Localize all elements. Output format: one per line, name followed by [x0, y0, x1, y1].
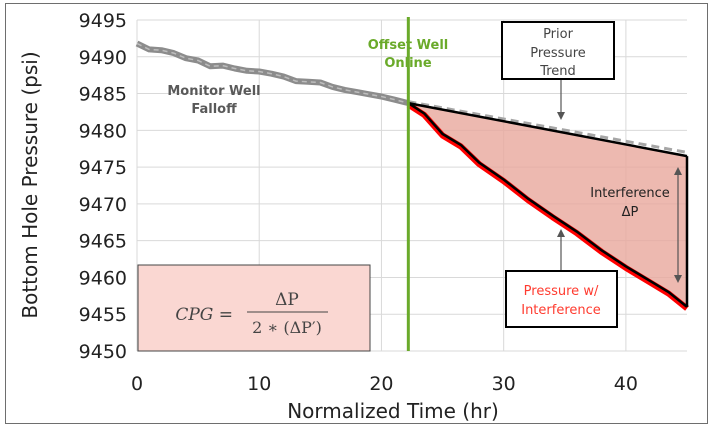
- interference-arrowhead-bottom: [674, 275, 682, 283]
- interference-arrowhead-top: [674, 167, 682, 175]
- pw-arrowhead: [557, 229, 565, 237]
- x-tick-label: 20: [369, 373, 393, 395]
- y-tick-label: 9480: [79, 120, 127, 142]
- prior-label-1: Prior: [543, 27, 574, 42]
- prior-label-3: Trend: [539, 64, 576, 79]
- chart-frame: [5, 3, 708, 424]
- falloff-label-1: Monitor Well: [167, 84, 260, 99]
- pw-label-1: Pressure w/: [524, 284, 599, 299]
- formula-denominator: 2 ∗ (ΔP′): [252, 318, 322, 337]
- y-tick-label: 9495: [79, 10, 127, 32]
- interference-label-1: Interference: [590, 186, 670, 201]
- interference-area: [408, 103, 687, 307]
- offset-label-1: Offset Well: [368, 38, 448, 53]
- pw-label-2: Interference: [521, 303, 601, 318]
- falloff-label-2: Falloff: [191, 102, 237, 117]
- y-tick-label: 9455: [79, 304, 127, 326]
- x-tick-label: 40: [614, 373, 638, 395]
- formula-box: [137, 264, 371, 352]
- y-tick-label: 9460: [79, 267, 127, 289]
- formula-numerator: ΔP: [275, 290, 299, 310]
- x-axis-label: Normalized Time (hr): [287, 399, 499, 423]
- series-prior-trend: [408, 101, 688, 158]
- prior-label-2: Pressure: [530, 46, 586, 61]
- x-tick-label: 0: [131, 373, 143, 395]
- y-tick-label: 9490: [79, 47, 127, 69]
- offset-label-2: Online: [384, 56, 431, 71]
- y-tick-label: 9485: [79, 84, 127, 106]
- prior-trend-dashed: [408, 100, 688, 154]
- series-monitor-falloff-dash: [136, 42, 409, 104]
- series-pressure-interference-outline: [407, 102, 688, 308]
- y-axis-label: Bottom Hole Pressure (psi): [18, 51, 42, 318]
- interference-label-2: ΔP: [622, 205, 639, 220]
- y-tick-label: 9450: [79, 341, 127, 363]
- y-tick-label: 9475: [79, 157, 127, 179]
- prior-arrowhead: [557, 112, 565, 120]
- pw-box: [505, 270, 618, 328]
- x-tick-label: 30: [492, 373, 516, 395]
- y-tick-label: 9465: [79, 231, 127, 253]
- y-tick-label: 9470: [79, 194, 127, 216]
- x-tick-label: 10: [247, 373, 271, 395]
- prior-trend-box: [501, 21, 615, 80]
- formula-lhs: CPG =: [175, 305, 233, 325]
